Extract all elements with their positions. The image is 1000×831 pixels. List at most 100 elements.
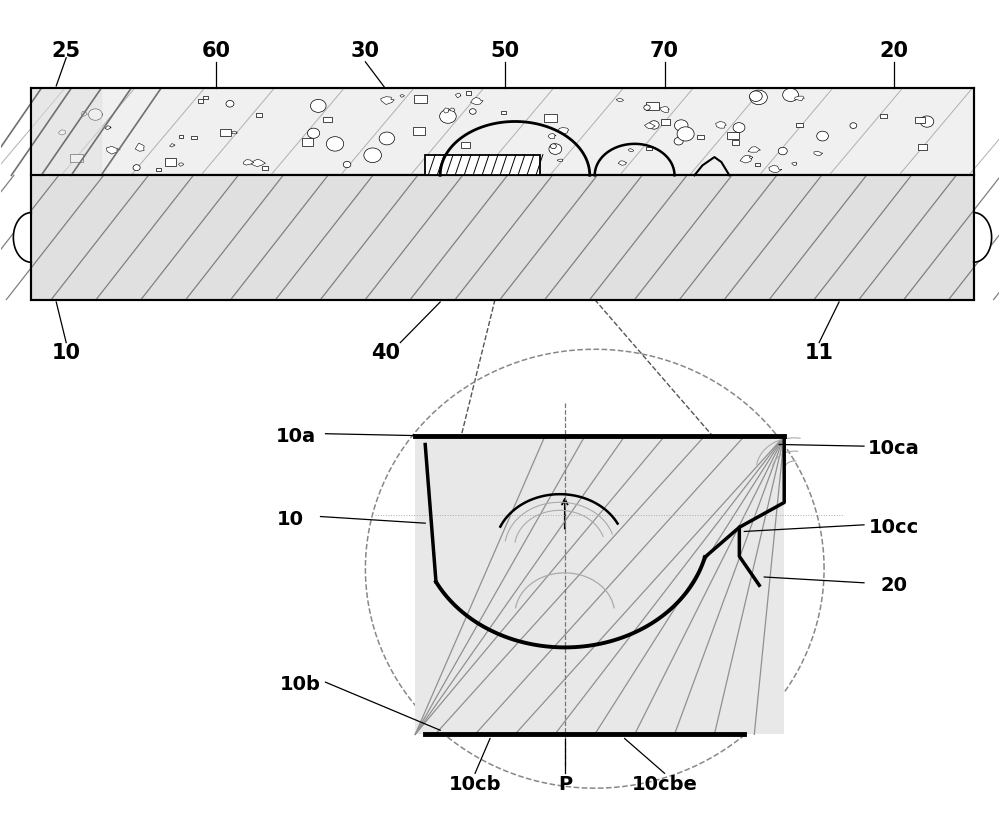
- Bar: [198, 100, 203, 103]
- Polygon shape: [628, 149, 634, 152]
- Bar: [191, 135, 197, 139]
- Polygon shape: [792, 162, 797, 165]
- Text: 11: 11: [805, 343, 834, 363]
- Circle shape: [468, 162, 482, 174]
- Bar: [646, 102, 659, 110]
- Bar: [461, 142, 470, 148]
- Circle shape: [750, 91, 762, 101]
- Polygon shape: [31, 88, 974, 175]
- Circle shape: [307, 128, 320, 138]
- Text: 70: 70: [650, 41, 679, 61]
- Bar: [880, 114, 887, 118]
- Bar: [727, 131, 739, 139]
- Text: 20: 20: [879, 41, 908, 61]
- Polygon shape: [450, 108, 455, 111]
- Bar: [478, 158, 483, 161]
- Bar: [466, 91, 471, 95]
- Polygon shape: [81, 111, 88, 116]
- Bar: [755, 163, 760, 166]
- Circle shape: [469, 109, 476, 115]
- Bar: [262, 166, 268, 170]
- Circle shape: [674, 137, 683, 145]
- Polygon shape: [716, 121, 726, 128]
- Circle shape: [310, 100, 326, 112]
- Circle shape: [644, 105, 650, 111]
- Polygon shape: [455, 93, 461, 98]
- Bar: [915, 117, 925, 123]
- Polygon shape: [425, 155, 540, 175]
- Circle shape: [88, 109, 102, 120]
- Polygon shape: [749, 156, 753, 159]
- Polygon shape: [660, 106, 669, 112]
- Circle shape: [850, 123, 857, 129]
- Text: 40: 40: [371, 343, 400, 363]
- Circle shape: [550, 144, 556, 149]
- Bar: [732, 140, 739, 145]
- Polygon shape: [471, 97, 483, 105]
- Polygon shape: [31, 88, 101, 175]
- Text: 10cbe: 10cbe: [632, 774, 697, 794]
- Bar: [501, 111, 506, 114]
- Polygon shape: [548, 134, 556, 139]
- Circle shape: [440, 110, 456, 123]
- Polygon shape: [557, 127, 569, 134]
- Bar: [323, 116, 332, 122]
- Polygon shape: [795, 96, 804, 101]
- Bar: [544, 114, 557, 122]
- Polygon shape: [251, 159, 265, 167]
- Polygon shape: [381, 96, 394, 105]
- Text: 60: 60: [201, 41, 230, 61]
- Circle shape: [442, 154, 451, 161]
- Polygon shape: [814, 151, 823, 155]
- Bar: [70, 154, 83, 162]
- Polygon shape: [170, 144, 175, 147]
- Circle shape: [343, 161, 351, 168]
- Polygon shape: [616, 98, 623, 101]
- Bar: [697, 135, 704, 139]
- Text: 20: 20: [880, 576, 907, 595]
- Text: 50: 50: [490, 41, 520, 61]
- Polygon shape: [415, 436, 784, 735]
- Polygon shape: [557, 159, 563, 162]
- Circle shape: [677, 127, 694, 141]
- Bar: [220, 129, 231, 136]
- Circle shape: [750, 90, 767, 105]
- Circle shape: [326, 136, 344, 151]
- Bar: [203, 96, 208, 99]
- Text: 10a: 10a: [276, 426, 316, 445]
- Bar: [661, 119, 670, 125]
- Polygon shape: [232, 131, 238, 134]
- Polygon shape: [740, 155, 752, 163]
- Circle shape: [674, 120, 688, 131]
- Text: 10ca: 10ca: [868, 439, 920, 458]
- Bar: [156, 168, 161, 171]
- Text: 10: 10: [52, 343, 81, 363]
- Polygon shape: [748, 147, 760, 152]
- Polygon shape: [444, 108, 449, 113]
- Polygon shape: [769, 165, 782, 173]
- Polygon shape: [618, 161, 627, 165]
- Text: 10: 10: [277, 509, 304, 529]
- Polygon shape: [178, 163, 184, 166]
- Bar: [918, 145, 927, 150]
- Bar: [165, 158, 176, 165]
- Text: 10b: 10b: [280, 675, 321, 694]
- Text: 10cb: 10cb: [449, 774, 501, 794]
- Circle shape: [649, 120, 659, 129]
- Circle shape: [549, 144, 562, 155]
- Polygon shape: [400, 95, 404, 97]
- Circle shape: [379, 132, 395, 145]
- Circle shape: [226, 101, 234, 107]
- Polygon shape: [645, 123, 655, 129]
- Text: 30: 30: [351, 41, 380, 61]
- Circle shape: [783, 88, 798, 101]
- Circle shape: [364, 148, 381, 163]
- Text: P: P: [558, 774, 572, 794]
- Bar: [256, 113, 262, 116]
- Polygon shape: [974, 213, 992, 263]
- Circle shape: [133, 165, 140, 170]
- Bar: [796, 122, 803, 127]
- Polygon shape: [105, 125, 111, 130]
- Circle shape: [778, 147, 787, 155]
- Bar: [413, 127, 425, 135]
